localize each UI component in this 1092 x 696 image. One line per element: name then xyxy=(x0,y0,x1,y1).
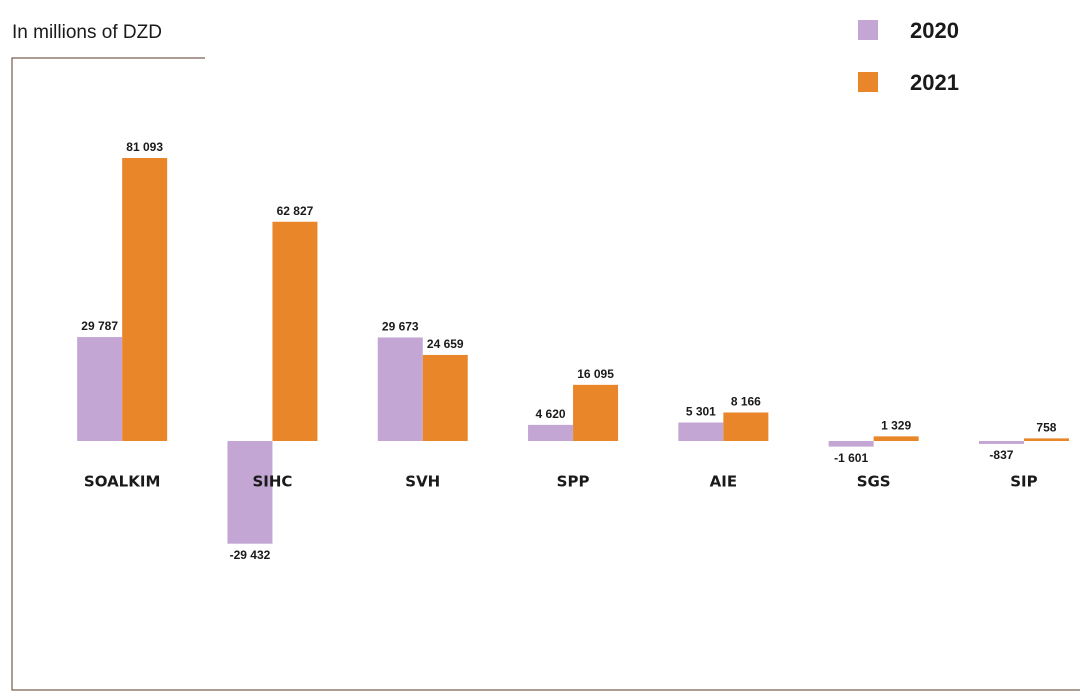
category-label: SIP xyxy=(1010,473,1037,491)
category-label: SGS xyxy=(857,473,891,491)
legend-swatch xyxy=(858,20,878,40)
legend-swatch xyxy=(858,72,878,92)
bar xyxy=(377,337,423,441)
value-label: -1 601 xyxy=(834,451,868,465)
value-label: -29 432 xyxy=(230,548,271,562)
value-label: 62 827 xyxy=(277,204,314,218)
bar xyxy=(1023,438,1069,441)
category-label: SIHC xyxy=(252,473,292,491)
legend-label: 2021 xyxy=(910,70,959,95)
value-label: 16 095 xyxy=(577,367,614,381)
bar xyxy=(77,337,123,441)
value-label: 4 620 xyxy=(536,407,566,421)
frame xyxy=(11,57,1080,691)
category-label: SVH xyxy=(405,473,440,491)
bar xyxy=(723,412,769,441)
bar xyxy=(227,441,273,544)
value-label: 8 166 xyxy=(731,395,761,409)
value-label: 758 xyxy=(1036,421,1056,435)
bar xyxy=(122,158,168,441)
value-label: -837 xyxy=(989,448,1013,462)
bar xyxy=(828,441,874,447)
category-label: SOALKIM xyxy=(84,473,160,491)
value-label: 81 093 xyxy=(126,140,163,154)
bar xyxy=(272,221,318,441)
chart-subtitle: In millions of DZD xyxy=(12,22,162,43)
bar xyxy=(678,422,724,441)
bar xyxy=(573,384,619,441)
value-label: 1 329 xyxy=(881,419,911,433)
bar xyxy=(422,354,468,441)
bar xyxy=(873,436,919,441)
bar xyxy=(978,441,1024,444)
category-label: AIE xyxy=(710,473,737,491)
frame-line xyxy=(11,57,1080,691)
legend-label: 2020 xyxy=(910,18,959,43)
value-label: 29 787 xyxy=(81,319,118,333)
value-label: 24 659 xyxy=(427,337,464,351)
bar xyxy=(528,424,574,441)
value-label: 5 301 xyxy=(686,405,716,419)
value-label: 29 673 xyxy=(382,320,419,334)
category-label: SPP xyxy=(557,473,590,491)
